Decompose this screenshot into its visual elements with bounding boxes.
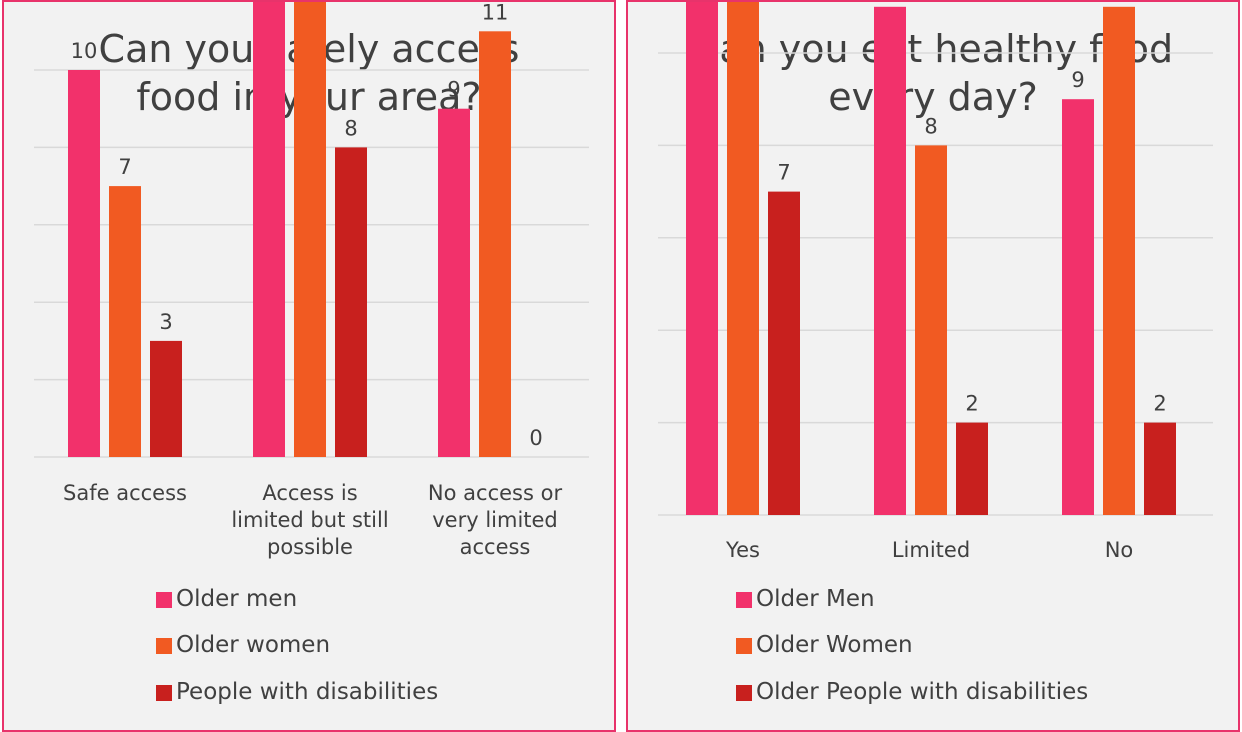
legend-label: Older People with disabilities <box>756 679 1088 705</box>
chart-title-line: Can you eat healthy food <box>693 27 1173 71</box>
legend-label: Older Men <box>756 586 875 612</box>
category-label: access <box>460 535 531 559</box>
data-label: 3 <box>159 310 172 334</box>
data-label: 7 <box>118 155 131 179</box>
bar <box>479 31 511 458</box>
bar <box>294 2 326 458</box>
bar <box>150 340 182 457</box>
category-label: Yes <box>725 538 760 562</box>
legend-swatch <box>736 685 752 701</box>
category-label: very limited <box>432 508 558 532</box>
data-label: 10 <box>71 39 98 63</box>
legend-label: People with disabilities <box>176 679 438 705</box>
data-label: 8 <box>344 116 357 140</box>
data-label: 8 <box>924 114 937 138</box>
data-label: 0 <box>529 426 542 450</box>
legend-label: Older men <box>176 586 297 612</box>
bar <box>874 6 906 516</box>
legend-swatch <box>736 638 752 654</box>
chart-title-line: every day? <box>828 75 1038 119</box>
bar <box>335 147 367 457</box>
category-label: Safe access <box>63 481 187 505</box>
legend-swatch <box>156 592 172 608</box>
category-label: limited but still <box>231 508 388 532</box>
category-label: No access or <box>428 481 563 505</box>
category-label: possible <box>267 535 353 559</box>
category-label: No <box>1105 538 1134 562</box>
legend-swatch <box>156 638 172 654</box>
data-label: 9 <box>1071 68 1084 92</box>
legend-label: Older women <box>176 632 330 658</box>
data-label: 7 <box>777 161 790 185</box>
bar <box>68 70 100 457</box>
legend-swatch <box>736 592 752 608</box>
bar <box>768 191 800 515</box>
category-label: Access is <box>262 481 357 505</box>
legend-swatch <box>156 685 172 701</box>
bar <box>1062 99 1094 515</box>
data-label: 2 <box>1153 392 1166 416</box>
data-label: 2 <box>965 392 978 416</box>
bar <box>1144 422 1176 515</box>
bar <box>727 2 759 516</box>
bar <box>915 145 947 515</box>
legend-label: Older Women <box>756 632 913 658</box>
data-label: 9 <box>447 78 460 102</box>
bar <box>253 2 285 457</box>
category-label: Limited <box>892 538 970 562</box>
data-label: 11 <box>482 2 509 24</box>
bar <box>956 422 988 515</box>
bar <box>686 2 718 515</box>
bar <box>109 186 141 457</box>
bar <box>1103 6 1135 516</box>
bar <box>438 108 470 457</box>
